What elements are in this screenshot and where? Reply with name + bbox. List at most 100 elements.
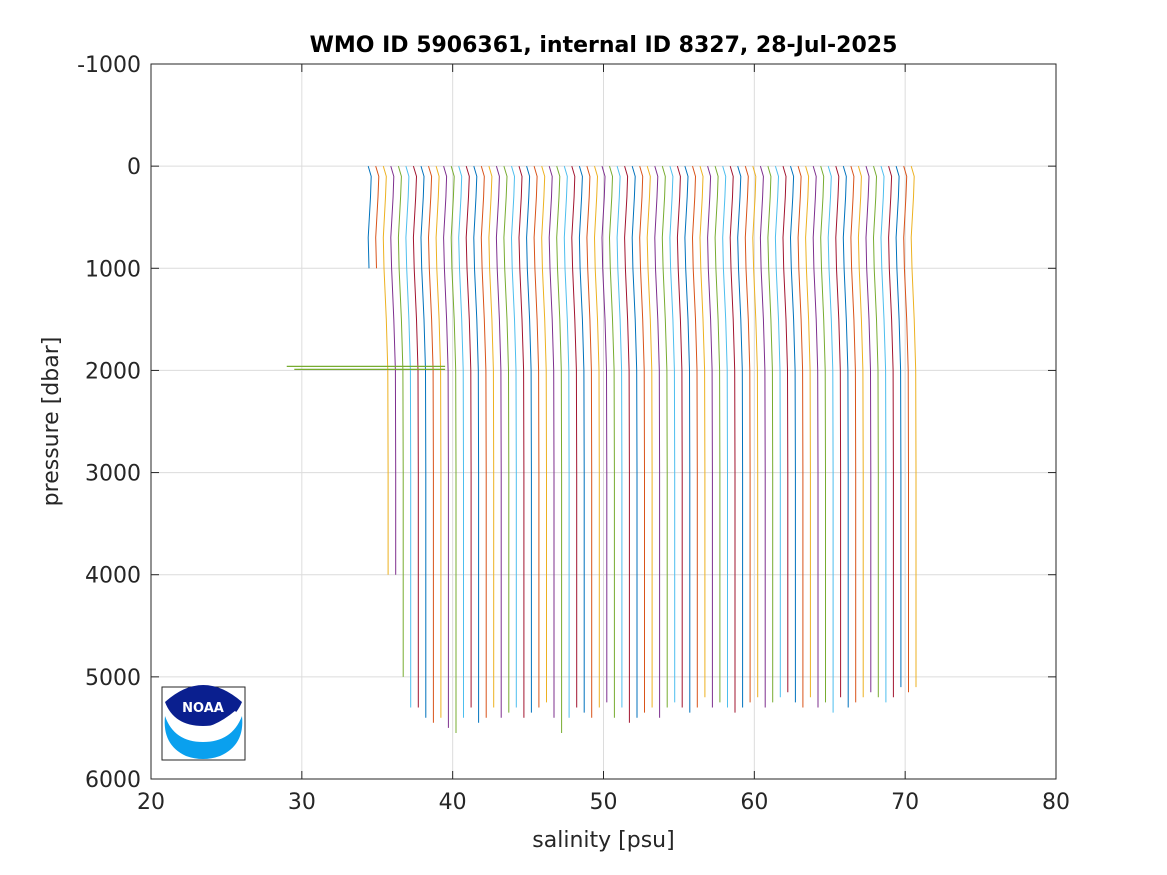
x-tick-label: 80 — [1042, 790, 1070, 815]
profile-line — [503, 165, 510, 713]
profile-line — [774, 165, 781, 698]
profile-line — [827, 165, 834, 713]
profile-line — [842, 165, 849, 708]
profile-line — [639, 165, 645, 713]
profile-line — [707, 165, 713, 708]
profile-line — [510, 165, 517, 708]
profile-line — [850, 165, 857, 703]
profile-line — [405, 165, 412, 708]
profile-line — [495, 165, 502, 718]
profile-line — [797, 165, 804, 708]
profile-line — [669, 165, 676, 703]
x-tick-label: 20 — [137, 790, 165, 815]
profile-line — [427, 165, 434, 723]
profile-line — [624, 165, 630, 723]
profile-line — [616, 165, 623, 708]
profile-line — [767, 165, 774, 703]
profile-line — [684, 165, 691, 713]
profile-line — [714, 165, 721, 703]
profile-line — [903, 165, 909, 693]
logo-text: NOAA — [182, 701, 224, 716]
profile-line — [820, 165, 826, 703]
profile-line — [805, 165, 811, 698]
x-tick-label: 50 — [590, 790, 618, 815]
x-tick-label: 40 — [439, 790, 467, 815]
profile-line — [367, 165, 372, 269]
profile-line — [473, 165, 480, 723]
profiles — [367, 165, 917, 733]
profile-line — [654, 165, 661, 718]
profile-line — [593, 165, 600, 708]
profile-line — [450, 165, 457, 733]
profile-line — [397, 165, 404, 677]
profile-line — [435, 165, 442, 718]
profile-line — [676, 165, 683, 708]
noaa-logo: NOAA — [161, 685, 246, 761]
profile-line — [420, 165, 427, 718]
profile-line — [443, 165, 449, 728]
spike-line — [286, 365, 446, 370]
profile-line — [390, 165, 397, 575]
grid — [150, 63, 1057, 780]
profile-line — [631, 165, 638, 718]
profile-line — [752, 165, 759, 698]
profile-line — [857, 165, 864, 698]
profile-line — [789, 165, 796, 703]
profile-line — [872, 165, 879, 698]
profile-line — [744, 165, 751, 703]
annotations — [286, 365, 446, 370]
profile-line — [835, 165, 842, 698]
profile-line — [541, 165, 547, 703]
profile-line — [480, 165, 487, 718]
y-tick-label: -1000 — [77, 53, 141, 78]
profile-line — [578, 165, 585, 713]
x-axis-label: salinity [psu] — [532, 828, 674, 853]
profile-line — [458, 165, 464, 718]
profile-line — [518, 165, 525, 718]
y-axis-label: pressure [dbar] — [39, 337, 64, 507]
y-tick-label: 1000 — [85, 257, 141, 282]
logo-bottom-shape — [164, 716, 243, 759]
profile-line — [375, 165, 380, 269]
profile-line — [661, 165, 668, 708]
profile-line — [865, 165, 872, 693]
logo-top-shape — [165, 685, 242, 726]
x-tick-label: 60 — [740, 790, 768, 815]
profile-line — [601, 165, 608, 703]
profile-line — [782, 165, 789, 693]
profile-line — [556, 165, 563, 733]
profile-line — [533, 165, 540, 708]
profile-line — [699, 165, 706, 698]
y-tick-label: 2000 — [85, 359, 141, 384]
chart-title: WMO ID 5906361, internal ID 8327, 28-Jul… — [310, 33, 898, 58]
profile-line — [910, 165, 917, 688]
profile-line — [608, 165, 615, 718]
y-tick-label: 5000 — [85, 666, 141, 691]
y-tick-label: 4000 — [85, 564, 141, 589]
y-tick-label: 3000 — [85, 462, 141, 487]
profile-line — [722, 165, 728, 708]
profile-line — [412, 165, 419, 708]
profile-line — [526, 165, 532, 713]
profile-line — [729, 165, 736, 713]
y-tick-label: 0 — [127, 155, 141, 180]
ticks: 20 30 40 50 60 70 80 -1000 0 1000 2000 3000 4000 5000… — [77, 53, 1070, 815]
profile-line — [646, 165, 653, 708]
profile-line — [488, 165, 495, 708]
y-tick-label: 6000 — [85, 768, 141, 793]
profile-line — [812, 165, 819, 708]
profile-line — [571, 165, 578, 708]
logo-gull-icon — [174, 710, 237, 733]
profile-line — [563, 165, 570, 718]
profile-line — [888, 165, 894, 698]
profile-line — [895, 165, 902, 688]
profile-line — [586, 165, 593, 718]
profile-line — [759, 165, 766, 708]
x-tick-label: 30 — [288, 790, 316, 815]
profile-line — [465, 165, 472, 708]
profile-line — [382, 165, 389, 575]
profile-line — [737, 165, 744, 708]
x-tick-label: 70 — [891, 790, 919, 815]
profile-line — [880, 165, 887, 703]
